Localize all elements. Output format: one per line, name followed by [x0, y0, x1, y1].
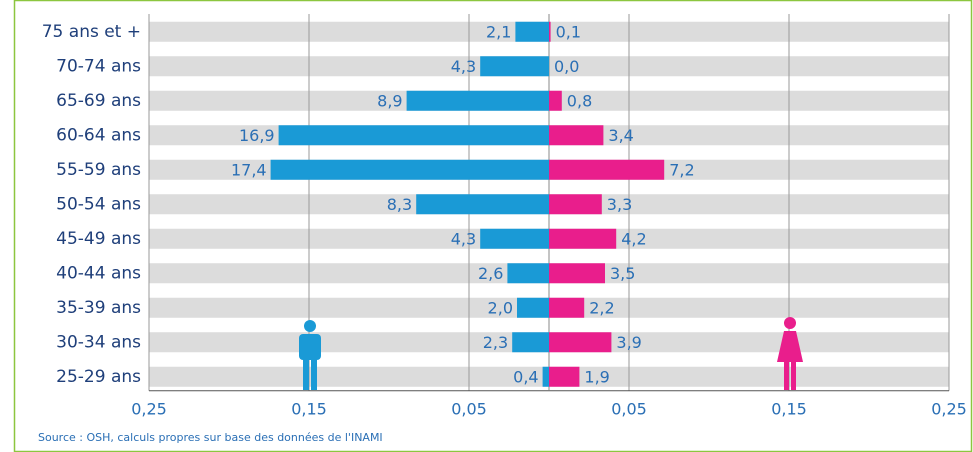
value-label: 0,1 [556, 22, 581, 41]
bar [406, 90, 549, 111]
bar [549, 125, 604, 146]
bar [549, 159, 665, 180]
value-label: 1,9 [584, 367, 609, 386]
category-label: 60-64 ans [56, 125, 141, 145]
value-label: 7,2 [669, 160, 694, 179]
bar [549, 332, 612, 353]
x-tick-label: 0,25 [131, 400, 167, 419]
bar [480, 56, 549, 77]
bar [278, 125, 549, 146]
bar [549, 366, 580, 387]
bar [549, 228, 617, 249]
value-label: 2,6 [478, 264, 503, 283]
category-label: 75 ans et + [42, 22, 141, 42]
value-label: 16,9 [239, 126, 275, 145]
bar [416, 194, 549, 215]
value-label: 4,3 [451, 229, 476, 248]
bar [549, 21, 551, 42]
category-label: 35-39 ans [56, 298, 141, 318]
category-label: 70-74 ans [56, 56, 141, 76]
category-label: 55-59 ans [56, 160, 141, 180]
bar [549, 297, 585, 318]
female-icon [777, 317, 803, 390]
value-label: 2,3 [483, 333, 508, 352]
value-label: 4,3 [451, 57, 476, 76]
category-label: 45-49 ans [56, 229, 141, 249]
value-label: 4,2 [621, 229, 646, 248]
value-label: 8,3 [387, 195, 412, 214]
bar [270, 159, 549, 180]
value-label: 8,9 [377, 91, 402, 110]
category-label: 65-69 ans [56, 91, 141, 111]
value-label: 3,3 [607, 195, 632, 214]
x-tick-label: 0,05 [451, 400, 487, 419]
x-tick-label: 0,15 [771, 400, 807, 419]
x-tick-label: 0,25 [931, 400, 967, 419]
bar [549, 263, 605, 284]
marks: 75 ans et + 70-74 ans 65-69 ans 60-64 ans 55… [42, 21, 695, 387]
category-label: 50-54 ans [56, 194, 141, 214]
x-tick-label: 0,05 [611, 400, 647, 419]
bar [542, 366, 549, 387]
value-label: 2,0 [488, 298, 513, 317]
bar [549, 90, 562, 111]
category-label: 25-29 ans [56, 367, 141, 387]
value-label: 2,2 [589, 298, 614, 317]
value-label: 3,5 [610, 264, 635, 283]
value-label: 3,4 [608, 126, 633, 145]
value-label: 2,1 [486, 22, 511, 41]
value-label: 3,9 [616, 333, 641, 352]
male-icon [299, 320, 321, 390]
category-label: 30-34 ans [56, 332, 141, 352]
bar [549, 194, 602, 215]
bar [517, 297, 549, 318]
value-label: 0,0 [554, 57, 579, 76]
value-label: 0,8 [567, 91, 592, 110]
bar [512, 332, 549, 353]
bar [515, 21, 549, 42]
value-label: 17,4 [231, 160, 267, 179]
grid: 0,25 0,15 0,05 0,05 0,15 0,25 [131, 14, 967, 419]
value-label: 0,4 [513, 367, 538, 386]
bar [480, 228, 549, 249]
bar [507, 263, 549, 284]
source: Source : OSH, calculs propres sur base d… [38, 431, 383, 444]
category-label: 40-44 ans [56, 263, 141, 283]
x-tick-label: 0,15 [291, 400, 327, 419]
